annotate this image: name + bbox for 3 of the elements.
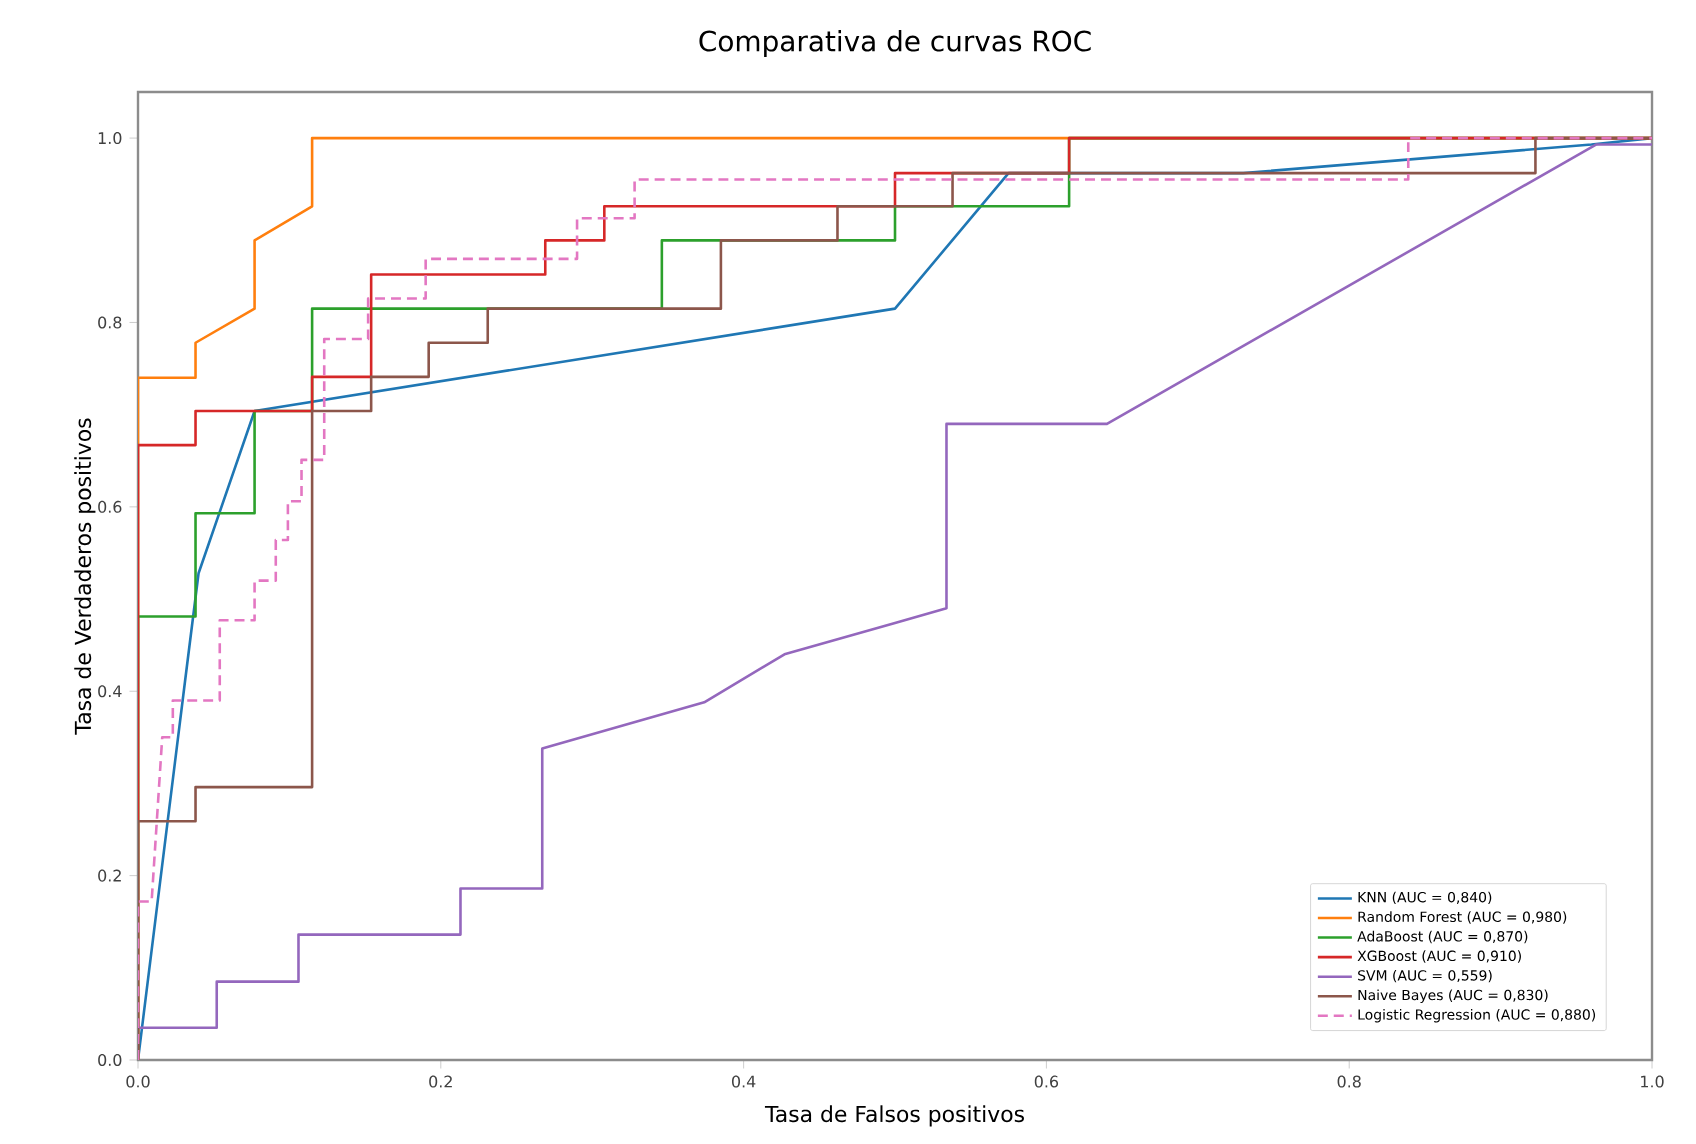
x-axis-title: Tasa de Falsos positivos <box>764 1105 1024 1127</box>
y-axis-title: Tasa de Verdaderos positivos <box>74 418 96 735</box>
chart-title: Comparativa de curvas ROC <box>699 30 1091 57</box>
